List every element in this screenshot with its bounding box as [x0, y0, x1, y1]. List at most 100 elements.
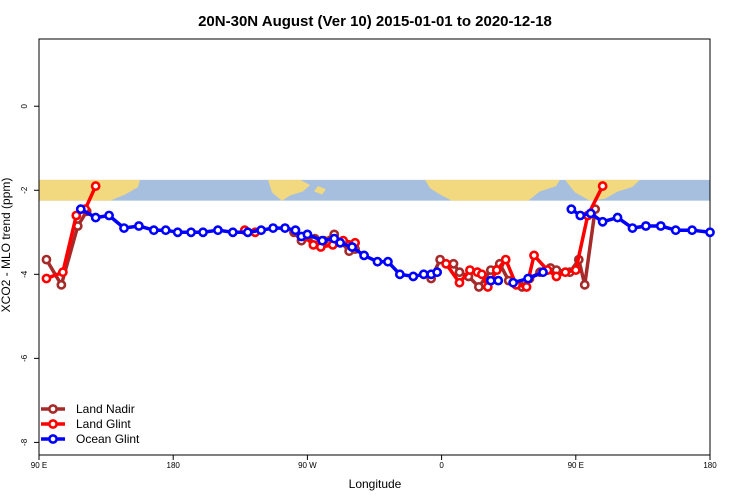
data-point — [268, 223, 279, 233]
y-tick-label: -2 — [20, 186, 29, 194]
legend-item: Land Glint — [41, 417, 131, 431]
data-point — [56, 279, 67, 290]
data-point — [71, 210, 82, 221]
legend-label: Land Glint — [76, 417, 131, 431]
data-point — [302, 229, 313, 240]
series-line — [44, 210, 89, 287]
data-point — [476, 269, 487, 280]
x-tick-label: 90 W — [298, 461, 317, 470]
y-axis: 0 -2 -4 -6 -8 — [20, 103, 39, 446]
data-point — [317, 235, 328, 246]
data-point — [454, 267, 465, 278]
data-point — [597, 216, 608, 227]
data-point — [394, 269, 405, 280]
data-point — [670, 225, 681, 236]
data-point — [290, 225, 301, 236]
data-point — [160, 225, 171, 236]
data-point — [448, 258, 459, 269]
x-tick-label: 90 E — [31, 461, 47, 470]
map-landmass — [268, 179, 310, 201]
data-point — [575, 210, 586, 221]
map-landmass — [39, 179, 140, 201]
data-point — [523, 273, 533, 284]
data-point — [538, 267, 548, 278]
data-point — [280, 223, 290, 233]
data-point — [473, 282, 484, 292]
data-point — [90, 181, 101, 191]
data-point — [198, 227, 208, 238]
map-landmass — [314, 186, 326, 195]
data-point — [491, 265, 502, 276]
data-point — [500, 254, 511, 265]
map-land — [39, 179, 640, 201]
data-point — [612, 212, 623, 223]
data-point — [41, 254, 52, 265]
legend-item: Land Nadir — [41, 402, 135, 416]
series-line — [79, 207, 438, 279]
data-point — [90, 212, 101, 223]
data-point — [432, 267, 443, 278]
legend-marker — [48, 419, 58, 429]
chart-title: 20N-30N August (Ver 10) 2015-01-01 to 20… — [198, 13, 552, 30]
data-point — [454, 277, 465, 288]
data-point — [172, 227, 183, 238]
x-axis-label: Longitude — [349, 477, 402, 491]
data-point — [687, 225, 698, 236]
data-point — [119, 223, 129, 233]
data-point — [441, 258, 451, 269]
data-point — [705, 227, 715, 238]
data-point — [493, 275, 504, 286]
data-point — [41, 273, 52, 284]
data-point — [256, 225, 267, 236]
data-point — [585, 208, 596, 219]
y-tick-label: 0 — [20, 103, 29, 108]
series-ocean-glint — [75, 204, 715, 288]
legend-label: Ocean Glint — [76, 432, 140, 446]
world-map-band — [39, 179, 710, 201]
y-axis-label: XCO2 - MLO trend (ppm) — [0, 178, 13, 313]
data-point — [408, 271, 419, 282]
data-point — [597, 181, 608, 191]
legend-label: Land Nadir — [76, 402, 135, 416]
x-tick-label: 180 — [703, 461, 717, 470]
data-point — [529, 250, 539, 261]
x-tick-label: 0 — [439, 461, 444, 470]
data-point — [627, 223, 638, 233]
data-point — [579, 279, 590, 290]
data-point — [508, 277, 519, 288]
data-point — [485, 275, 496, 286]
series-layer — [41, 181, 715, 292]
x-tick-label: 180 — [167, 461, 181, 470]
data-point — [148, 225, 159, 236]
data-point — [134, 221, 144, 231]
data-point — [104, 210, 114, 221]
data-point — [227, 227, 238, 238]
y-tick-label: -6 — [20, 354, 29, 362]
legend-marker — [48, 434, 58, 444]
legend-marker — [48, 404, 58, 414]
legend-item: Ocean Glint — [41, 432, 140, 446]
plot-area — [38, 38, 711, 456]
y-tick-label: -8 — [20, 438, 29, 446]
data-point — [655, 221, 666, 231]
data-point — [418, 269, 429, 280]
y-tick-label: -4 — [20, 270, 29, 278]
data-point — [242, 227, 253, 238]
data-point — [383, 256, 393, 267]
data-point — [566, 204, 577, 215]
data-point — [335, 237, 346, 248]
data-point — [551, 271, 562, 282]
data-point — [560, 267, 571, 278]
x-tick-label: 90 E — [568, 461, 584, 470]
data-point — [372, 256, 383, 267]
x-axis: 90 E 180 90 W 0 90 E 180 — [31, 455, 717, 470]
data-point — [359, 250, 369, 261]
map-landmass — [425, 179, 560, 201]
data-point — [75, 204, 86, 215]
data-point — [186, 227, 196, 238]
data-point — [570, 265, 581, 276]
data-point — [640, 221, 651, 231]
data-point — [57, 267, 68, 278]
